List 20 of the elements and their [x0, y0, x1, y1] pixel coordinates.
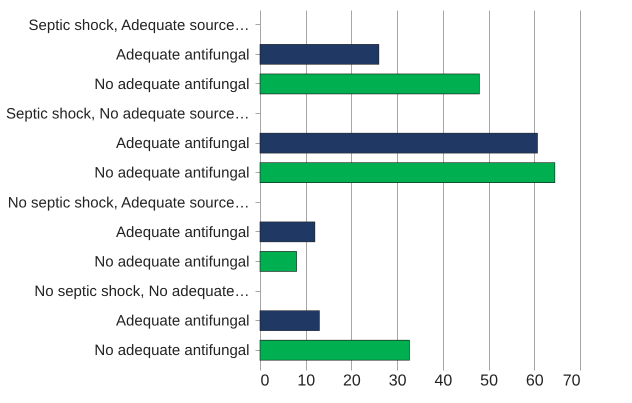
y-tick-label: Septic shock, No adequate source… [6, 106, 250, 123]
x-tick-label: 50 [480, 372, 498, 390]
x-tick-label: 40 [434, 372, 452, 390]
y-tick-label: No adequate antifungal [94, 164, 250, 182]
y-tick-label: Adequate antifungal [116, 312, 250, 330]
x-tick-label: 70 [562, 372, 581, 390]
y-tick-label: Adequate antifungal [116, 135, 250, 152]
y-tick-label: No septic shock, Adequate source… [8, 194, 250, 212]
y-tick-label: No adequate antifungal [94, 76, 250, 93]
x-tick-label: 30 [388, 372, 407, 390]
y-tick-label: No septic shock, No adequate… [34, 283, 250, 300]
x-tick-label: 10 [297, 372, 316, 390]
y-tick-label: Adequate antifungal [116, 224, 250, 241]
x-tick-label: 20 [343, 372, 361, 390]
y-tick-label: No adequate antifungal [94, 253, 250, 270]
y-tick-label: No adequate antifungal [94, 342, 250, 360]
y-tick-label: Septic shock, Adequate source… [28, 16, 250, 34]
y-tick-label: Adequate antifungal [116, 46, 250, 64]
x-tick-label: 0 [260, 372, 270, 390]
x-tick-label: 60 [526, 372, 544, 390]
